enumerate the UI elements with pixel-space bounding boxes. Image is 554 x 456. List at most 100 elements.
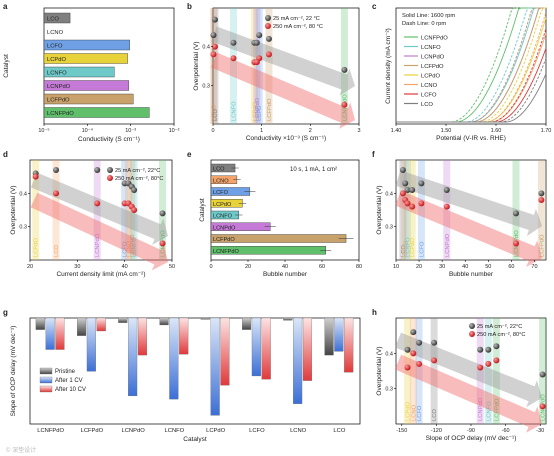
bar <box>220 317 230 386</box>
chart-d: LCPdOLCOLCNPdOLCFOLCNOLCFPdOLCNFOLCNFPdO… <box>10 159 175 278</box>
band-label: LCFO <box>419 241 425 257</box>
trend-arrow-red <box>210 52 355 129</box>
band <box>209 8 217 124</box>
bar <box>76 317 87 336</box>
legend-label: LCNFO <box>421 45 441 51</box>
band <box>512 160 520 260</box>
data-point <box>265 51 272 58</box>
band <box>430 318 438 424</box>
band-label: LCNO <box>403 240 409 257</box>
band-label: LCNPdO <box>445 233 451 257</box>
legend-label: LCO <box>421 102 433 108</box>
panel-letter-f: f <box>372 150 375 159</box>
band <box>408 160 416 260</box>
chart-c: LCNFPdO LCNFO LCNPdO LCFPdO LCPdO LCNO LCFO LCO… <box>385 7 552 142</box>
tick-label: -90 <box>467 428 475 434</box>
band <box>121 160 129 260</box>
panel-letter-h: h <box>372 308 377 317</box>
y-axis-label: Overpotential (V) <box>193 41 200 90</box>
tick-label: 50 <box>485 264 491 270</box>
bar <box>293 317 303 404</box>
bar <box>43 80 129 91</box>
tick-label: 60 <box>319 264 325 270</box>
tick-label: 40 <box>462 264 468 270</box>
y-axis-label: Overpotential (V) <box>376 346 383 395</box>
bar <box>302 317 313 381</box>
band <box>52 160 60 260</box>
trend-arrow-red <box>394 354 542 433</box>
data-point <box>404 187 411 193</box>
series-line-solid <box>396 17 547 123</box>
panel-letter-d: d <box>3 150 8 159</box>
bar-label: LCPdO <box>47 57 67 63</box>
tick-label: 1 <box>260 128 263 134</box>
band <box>417 160 425 260</box>
x-axis-label: Slope of OCP delay (mV dec⁻¹) <box>426 435 517 442</box>
band <box>253 8 261 124</box>
bar-label: LCNO <box>47 30 64 36</box>
bar <box>169 317 179 400</box>
tick-label: 20 <box>27 264 33 270</box>
bar-label: LCNO <box>213 178 229 184</box>
tick-label: 1.50 <box>441 128 452 134</box>
tick-label: 60 <box>508 264 514 270</box>
legend-label: LCFPdO <box>421 64 444 70</box>
band-label: LCFO <box>257 105 263 121</box>
tick-label: 2 <box>309 128 312 134</box>
data-point <box>230 55 237 62</box>
band-label: LCFPdO <box>130 234 136 257</box>
tick-label: 10 <box>393 264 399 270</box>
band-label: LCNPdO <box>95 233 101 257</box>
band-label: LCFPdO <box>494 398 500 421</box>
bar <box>43 107 150 118</box>
tick-label: -120 <box>431 428 442 434</box>
data-point <box>341 66 348 73</box>
legend-marker <box>265 15 271 21</box>
data-point <box>410 350 417 357</box>
data-point <box>477 364 484 371</box>
tick-label: 1.70 <box>541 128 552 134</box>
x-axis-label: Current density limit (mA cm⁻²) <box>56 271 145 278</box>
band <box>399 160 407 260</box>
series-line-dash <box>396 58 547 123</box>
band <box>404 160 412 260</box>
data-point <box>539 371 546 378</box>
axes-frame <box>29 159 173 261</box>
band-label: LCPdO <box>34 237 40 257</box>
legend-marker <box>107 167 113 173</box>
data-point <box>418 180 425 187</box>
data-point <box>210 51 217 58</box>
data-point <box>32 173 39 180</box>
data-point <box>513 210 519 217</box>
bar <box>261 317 271 380</box>
data-point <box>341 101 348 108</box>
tick-label: 10⁻³ <box>125 128 136 134</box>
band-label: LCNFO <box>132 237 138 257</box>
legend-label: 250 mA cm⁻², 80°C <box>115 176 163 182</box>
legend-swatch <box>39 385 53 393</box>
data-point <box>485 346 492 353</box>
panel-letter-b: b <box>187 2 192 11</box>
bar <box>96 317 106 332</box>
bar-label: LCO <box>213 167 225 173</box>
band <box>124 160 132 260</box>
band-label: LCNFO <box>231 101 237 121</box>
band-label: LCFO <box>417 405 423 421</box>
tick-label: 20 <box>416 264 422 270</box>
bar <box>43 93 134 105</box>
bar <box>43 12 71 24</box>
data-point <box>538 197 545 203</box>
bar <box>55 317 65 350</box>
bar <box>334 317 344 352</box>
annotation: 10 s, 1 mA, 1 cm² <box>290 167 337 173</box>
legend-marker <box>107 175 113 181</box>
y-axis-label: Current density (mA cm⁻²) <box>385 28 392 104</box>
data-point <box>253 59 260 66</box>
data-point <box>410 329 417 336</box>
panel-letter-a: a <box>3 2 8 11</box>
category-label: LCO <box>333 428 345 434</box>
data-point <box>431 357 438 364</box>
data-point <box>230 39 237 46</box>
x-axis-label: Bubble number <box>263 271 308 278</box>
